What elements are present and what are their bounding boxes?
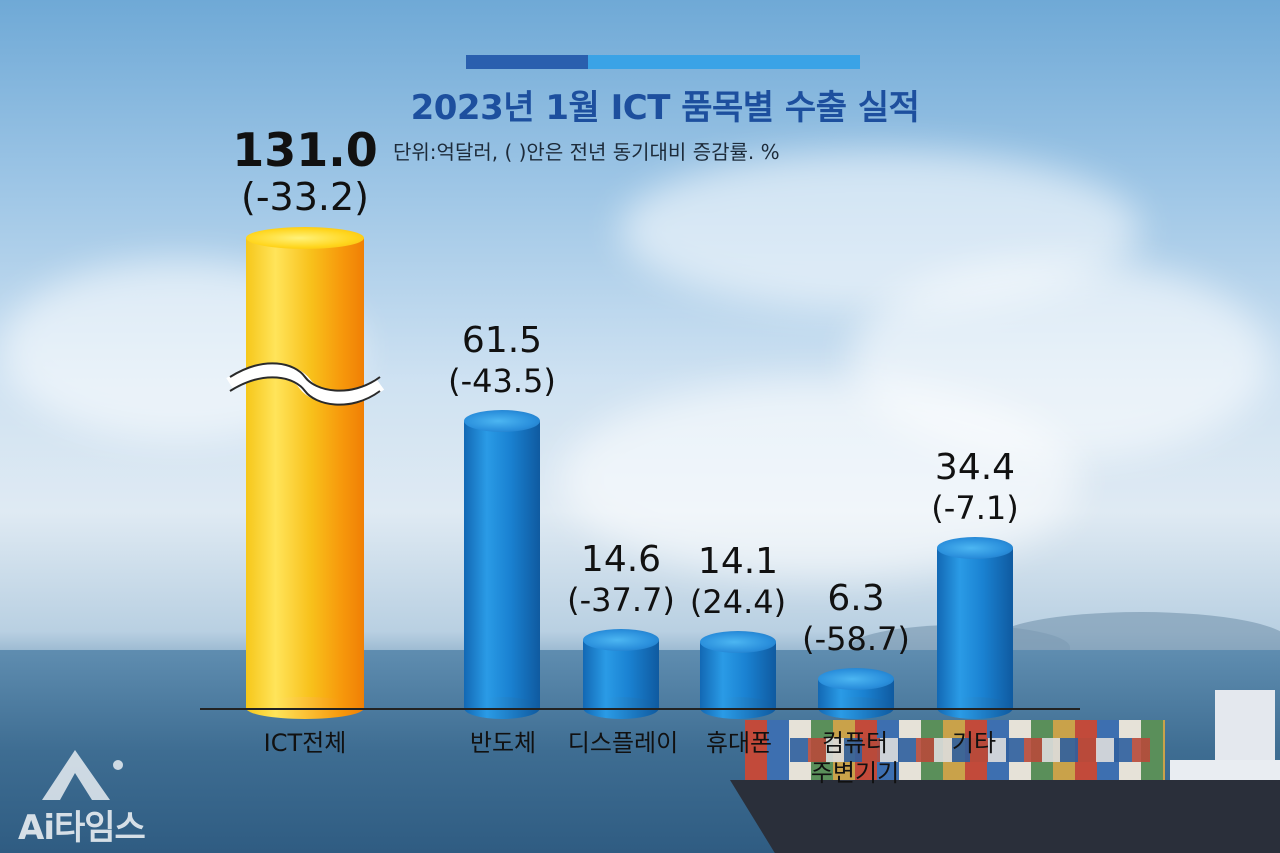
bar-top-cap bbox=[937, 536, 1013, 559]
bar-display bbox=[583, 628, 659, 719]
category-label-mobile-phone: 휴대폰 bbox=[705, 729, 773, 757]
change-label-other: (-7.1) bbox=[931, 488, 1019, 527]
category-label-computer-peripherals: 컴퓨터 주변기기 bbox=[795, 728, 915, 788]
bar-bottom-cap bbox=[818, 696, 894, 719]
chart-subtitle: 단위:억달러, ( )안은 전년 동기대비 증감률. % bbox=[393, 140, 780, 164]
bar-ict-total bbox=[246, 227, 364, 719]
change-label-semiconductor: (-43.5) bbox=[448, 362, 556, 401]
bar-bottom-cap bbox=[583, 696, 659, 719]
bar-mobile-phone bbox=[700, 631, 776, 719]
ship-hull bbox=[730, 780, 1280, 853]
bar-top-cap bbox=[700, 631, 776, 654]
ship-tower bbox=[1215, 690, 1275, 765]
bar-other bbox=[937, 536, 1013, 719]
category-label-ict-total: ICT전체 bbox=[263, 729, 347, 757]
x-axis-baseline bbox=[200, 708, 1080, 710]
bar-top-cap bbox=[818, 667, 894, 690]
bar-top-cap bbox=[464, 410, 540, 433]
bar-body bbox=[937, 547, 1013, 708]
value-label-mobile-phone: 14.1 bbox=[697, 541, 779, 583]
bar-bottom-cap bbox=[464, 696, 540, 719]
bar-bottom-cap bbox=[700, 696, 776, 719]
chart-title: 2023년 1월 ICT 품목별 수출 실적 bbox=[410, 88, 920, 128]
value-label-other: 34.4 bbox=[934, 446, 1016, 488]
title-accent-bar-dark bbox=[466, 55, 588, 69]
bar-computer-peripherals bbox=[818, 667, 894, 719]
value-label-display: 14.6 bbox=[580, 538, 662, 580]
change-label-display: (-37.7) bbox=[567, 580, 675, 619]
bar-body bbox=[583, 639, 659, 708]
aitimes-logo-icon bbox=[42, 750, 123, 800]
category-label-semiconductor: 반도체 bbox=[469, 729, 537, 757]
category-label-display: 디스플레이 bbox=[567, 729, 679, 757]
change-label-ict-total: (-33.2) bbox=[241, 175, 369, 219]
bar-body bbox=[246, 238, 364, 708]
value-label-semiconductor: 61.5 bbox=[461, 320, 543, 362]
bar-top-cap bbox=[246, 227, 364, 249]
category-label-line: 컴퓨터 bbox=[821, 729, 889, 757]
ship-containers bbox=[790, 738, 1150, 762]
change-label-computer-peripherals: (-58.7) bbox=[802, 619, 910, 658]
category-label-other: 기타 bbox=[951, 729, 997, 757]
title-accent-bar-light bbox=[588, 55, 860, 69]
axis-break-mark bbox=[226, 362, 385, 406]
value-label-ict-total: 131.0 bbox=[232, 123, 378, 177]
change-label-mobile-phone: (24.4) bbox=[689, 583, 787, 622]
bar-bottom-cap bbox=[937, 696, 1013, 719]
bar-top-cap bbox=[583, 628, 659, 651]
aitimes-logo-text: Ai타임스 bbox=[18, 808, 146, 848]
bar-body bbox=[464, 421, 540, 708]
category-label-line: 주변기기 bbox=[810, 759, 900, 787]
value-label-computer-peripherals: 6.3 bbox=[827, 577, 885, 619]
bar-semiconductor bbox=[464, 410, 540, 719]
